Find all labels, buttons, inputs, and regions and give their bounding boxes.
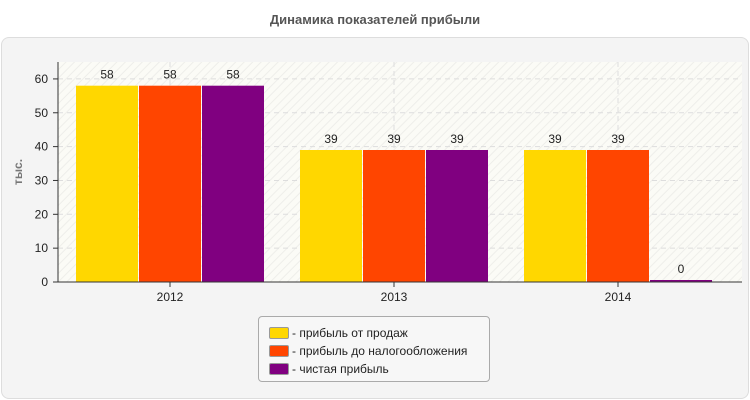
y-tick-label: 40 (35, 140, 49, 154)
bar (139, 85, 201, 282)
data-label: 58 (163, 68, 177, 82)
bar (76, 85, 138, 282)
y-tick-label: 10 (35, 241, 49, 255)
legend-swatch (269, 363, 289, 375)
data-label: 39 (548, 132, 562, 146)
legend: - прибыль от продаж - прибыль до налогоо… (258, 316, 490, 382)
data-label: 39 (387, 132, 401, 146)
legend-item: - чистая прибыль (259, 360, 489, 378)
data-label: 39 (324, 132, 338, 146)
y-axis-label: тыс. (11, 159, 25, 185)
bar (426, 150, 488, 282)
y-tick-label: 60 (35, 72, 49, 86)
legend-swatch (269, 345, 289, 357)
x-tick-label: 2013 (381, 290, 408, 304)
data-label: 0 (678, 262, 685, 276)
legend-label: - чистая прибыль (292, 362, 389, 376)
legend-item: - прибыль от продаж (259, 324, 489, 342)
y-tick-label: 30 (35, 173, 49, 187)
bar (363, 150, 425, 282)
legend-swatch (269, 327, 289, 339)
legend-item: - прибыль до налогообложения (259, 342, 489, 360)
legend-label: - прибыль от продаж (292, 326, 408, 340)
bar (524, 150, 586, 282)
data-label: 58 (100, 68, 114, 82)
y-tick-label: 50 (35, 106, 49, 120)
x-tick-label: 2012 (157, 290, 184, 304)
bar (300, 150, 362, 282)
y-tick-label: 0 (41, 275, 48, 289)
y-tick-label: 20 (35, 207, 49, 221)
bar (202, 85, 264, 282)
chart-title: Динамика показателей прибыли (269, 12, 481, 27)
bar (650, 280, 712, 282)
bar (587, 150, 649, 282)
x-tick-label: 2014 (605, 290, 632, 304)
data-label: 58 (226, 68, 240, 82)
legend-label: - прибыль до налогообложения (292, 344, 468, 358)
data-label: 39 (611, 132, 625, 146)
data-label: 39 (450, 132, 464, 146)
